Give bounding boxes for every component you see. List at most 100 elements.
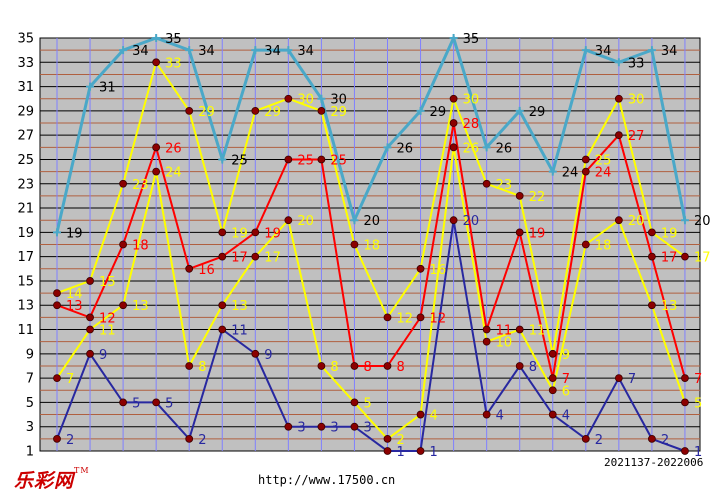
data-label: 9 (264, 348, 272, 363)
data-label: 20 (628, 214, 645, 229)
data-point (251, 106, 260, 115)
data-point (581, 434, 590, 443)
data-point (251, 228, 260, 237)
data-label: 30 (330, 93, 347, 108)
data-point (218, 155, 227, 164)
data-point (548, 374, 557, 383)
y-tick-label: 7 (26, 372, 34, 387)
data-point (152, 143, 161, 152)
data-point (383, 313, 392, 322)
data-label: 35 (165, 32, 182, 47)
data-label: 20 (463, 214, 480, 229)
data-point (416, 106, 425, 115)
data-point (53, 434, 61, 443)
data-label: 2 (397, 433, 405, 448)
data-point (218, 228, 227, 237)
data-point (482, 325, 491, 334)
data-label: 8 (330, 360, 338, 375)
data-label: 5 (165, 396, 173, 411)
data-point (449, 34, 458, 42)
y-tick-label: 17 (17, 250, 34, 265)
data-label: 10 (496, 336, 513, 351)
data-label: 13 (661, 299, 678, 314)
data-point (152, 34, 161, 42)
y-tick-label: 3 (26, 420, 34, 435)
data-label: 7 (628, 372, 636, 387)
data-point (53, 228, 61, 237)
data-point (449, 94, 458, 103)
data-label: 34 (264, 44, 281, 59)
data-point (86, 82, 95, 91)
data-label: 34 (132, 44, 149, 59)
data-label: 11 (529, 324, 546, 339)
logo-trademark: TM (74, 466, 90, 475)
data-label: 22 (529, 190, 546, 205)
data-label: 29 (264, 105, 281, 120)
data-point (449, 119, 458, 127)
data-label: 26 (165, 141, 182, 156)
data-point (119, 301, 127, 310)
series-line (55, 33, 687, 233)
y-tick-label: 15 (17, 274, 34, 289)
data-label: 5 (363, 396, 371, 411)
data-label: 2 (661, 433, 669, 448)
data-label: 34 (297, 44, 314, 59)
data-point (515, 192, 524, 200)
data-label: 2 (66, 433, 74, 448)
data-label: 13 (132, 299, 149, 314)
site-url[interactable]: http://www.17500.cn (258, 473, 396, 487)
data-label: 26 (496, 141, 513, 156)
data-label: 23 (496, 178, 513, 193)
data-label: 17 (231, 251, 248, 266)
data-point (350, 216, 359, 225)
data-point (53, 374, 61, 383)
data-point (515, 325, 524, 334)
data-label: 19 (231, 226, 248, 241)
data-point (548, 410, 557, 419)
data-point (251, 349, 260, 358)
data-point (284, 94, 293, 103)
data-label: 35 (463, 32, 480, 47)
y-tick-label: 13 (17, 299, 34, 314)
data-label: 25 (231, 153, 248, 168)
data-point (416, 410, 425, 419)
data-point (581, 167, 590, 176)
data-point (647, 46, 656, 55)
y-tick-label: 31 (17, 80, 34, 95)
y-tick-label: 19 (17, 226, 34, 241)
data-label: 2 (595, 433, 603, 448)
data-point (680, 216, 689, 225)
data-point (515, 362, 524, 370)
data-label: 7 (694, 372, 702, 387)
data-label: 29 (430, 105, 447, 120)
data-label: 8 (198, 360, 206, 375)
data-point (317, 106, 326, 115)
data-point (614, 94, 623, 103)
data-point (251, 46, 260, 55)
data-label: 16 (430, 263, 447, 278)
data-label: 15 (99, 275, 116, 290)
data-label: 6 (562, 384, 570, 399)
data-label: 30 (628, 93, 645, 108)
y-tick-label: 9 (26, 347, 34, 362)
data-label: 3 (330, 421, 338, 436)
data-point (218, 325, 227, 334)
data-point (185, 264, 194, 273)
data-point (681, 447, 689, 455)
y-tick-label: 11 (17, 323, 34, 338)
data-point (119, 46, 128, 55)
data-label: 2 (198, 433, 206, 448)
data-point (185, 362, 194, 370)
data-point (581, 240, 590, 249)
data-point (152, 58, 161, 67)
data-point (119, 179, 127, 188)
data-point (482, 337, 491, 346)
data-label: 34 (198, 44, 215, 59)
data-label: 34 (595, 44, 612, 59)
data-point (548, 349, 557, 358)
data-label: 14 (66, 287, 83, 302)
y-tick-label: 35 (17, 32, 34, 47)
data-point (383, 434, 392, 443)
data-label: 24 (562, 166, 579, 181)
